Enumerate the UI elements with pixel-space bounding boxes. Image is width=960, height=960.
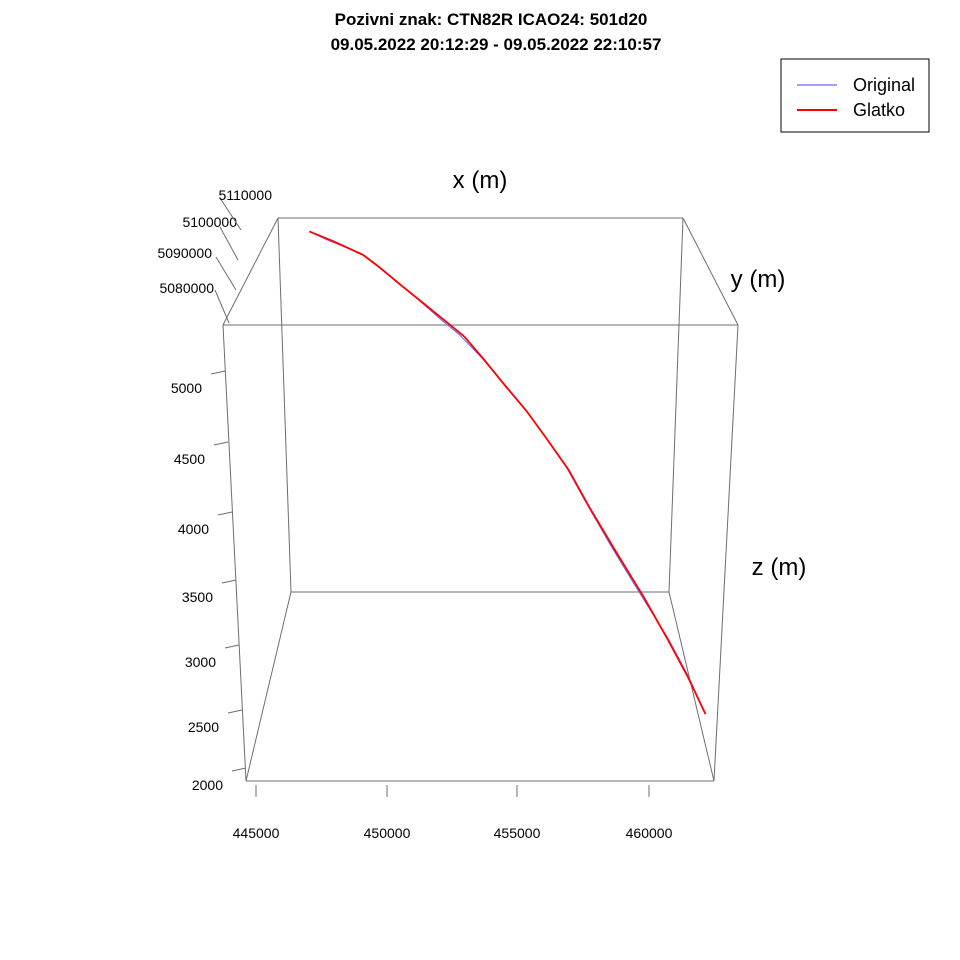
y-tick-mark xyxy=(215,256,237,291)
box-edge-top-left xyxy=(222,217,279,326)
z-tick-mark xyxy=(217,511,233,516)
legend-label-glatko: Glatko xyxy=(853,100,905,120)
y-axis-title: y (m) xyxy=(731,266,786,293)
box-edge-right-vertical-back xyxy=(668,217,684,593)
y-tick-label: 5080000 xyxy=(159,280,214,296)
z-tick-label: 5000 xyxy=(171,380,202,396)
z-tick-label: 3000 xyxy=(185,654,216,670)
z-tick-mark xyxy=(224,644,240,649)
chart-title-line2: 09.05.2022 20:12:29 - 09.05.2022 22:10:5… xyxy=(331,35,662,54)
x-axis-title: x (m) xyxy=(453,167,508,194)
x-tick-label: 460000 xyxy=(626,825,673,841)
z-tick-label: 2500 xyxy=(188,719,219,735)
y-tick-label: 5090000 xyxy=(157,245,212,261)
box-edge-left-vertical-back xyxy=(277,217,292,593)
z-tick-mark xyxy=(221,579,237,584)
chart-title-line1: Pozivni znak: CTN82R ICAO24: 501d20 xyxy=(335,10,648,29)
z-tick-mark xyxy=(231,767,247,772)
z-tick-label: 4500 xyxy=(174,451,205,467)
z-tick-label: 4000 xyxy=(178,521,209,537)
tick-group: 445000 450000 455000 460000 5080000 5090000 51… xyxy=(157,187,672,841)
box-edge-right-vertical-front xyxy=(713,324,739,782)
y-tick-label: 5110000 xyxy=(219,187,273,203)
y-tick-mark xyxy=(219,226,239,261)
y-tick-mark xyxy=(214,289,230,324)
series-group xyxy=(308,230,707,715)
z-tick-mark xyxy=(213,441,229,446)
x-tick-label: 455000 xyxy=(494,825,541,841)
x-tick-label: 450000 xyxy=(364,825,411,841)
z-tick-label: 3500 xyxy=(182,589,213,605)
series-line-glatko xyxy=(308,230,707,715)
legend: Original Glatko xyxy=(780,58,930,133)
box-edge-left-vertical-front xyxy=(222,324,247,782)
plot-box xyxy=(222,217,739,782)
box-edge-top-right xyxy=(682,217,739,326)
series-line-original xyxy=(309,230,707,715)
z-tick-mark xyxy=(210,370,226,375)
y-tick-label: 5100000 xyxy=(182,214,237,230)
z-tick-mark xyxy=(227,709,243,714)
legend-box xyxy=(780,58,930,133)
z-axis-title: z (m) xyxy=(752,554,807,581)
legend-label-original: Original xyxy=(853,75,915,95)
z-tick-label: 2000 xyxy=(192,777,223,793)
y-tick-mark xyxy=(219,197,242,231)
box-edge-bottom-left xyxy=(245,591,292,782)
x-tick-label: 445000 xyxy=(233,825,280,841)
